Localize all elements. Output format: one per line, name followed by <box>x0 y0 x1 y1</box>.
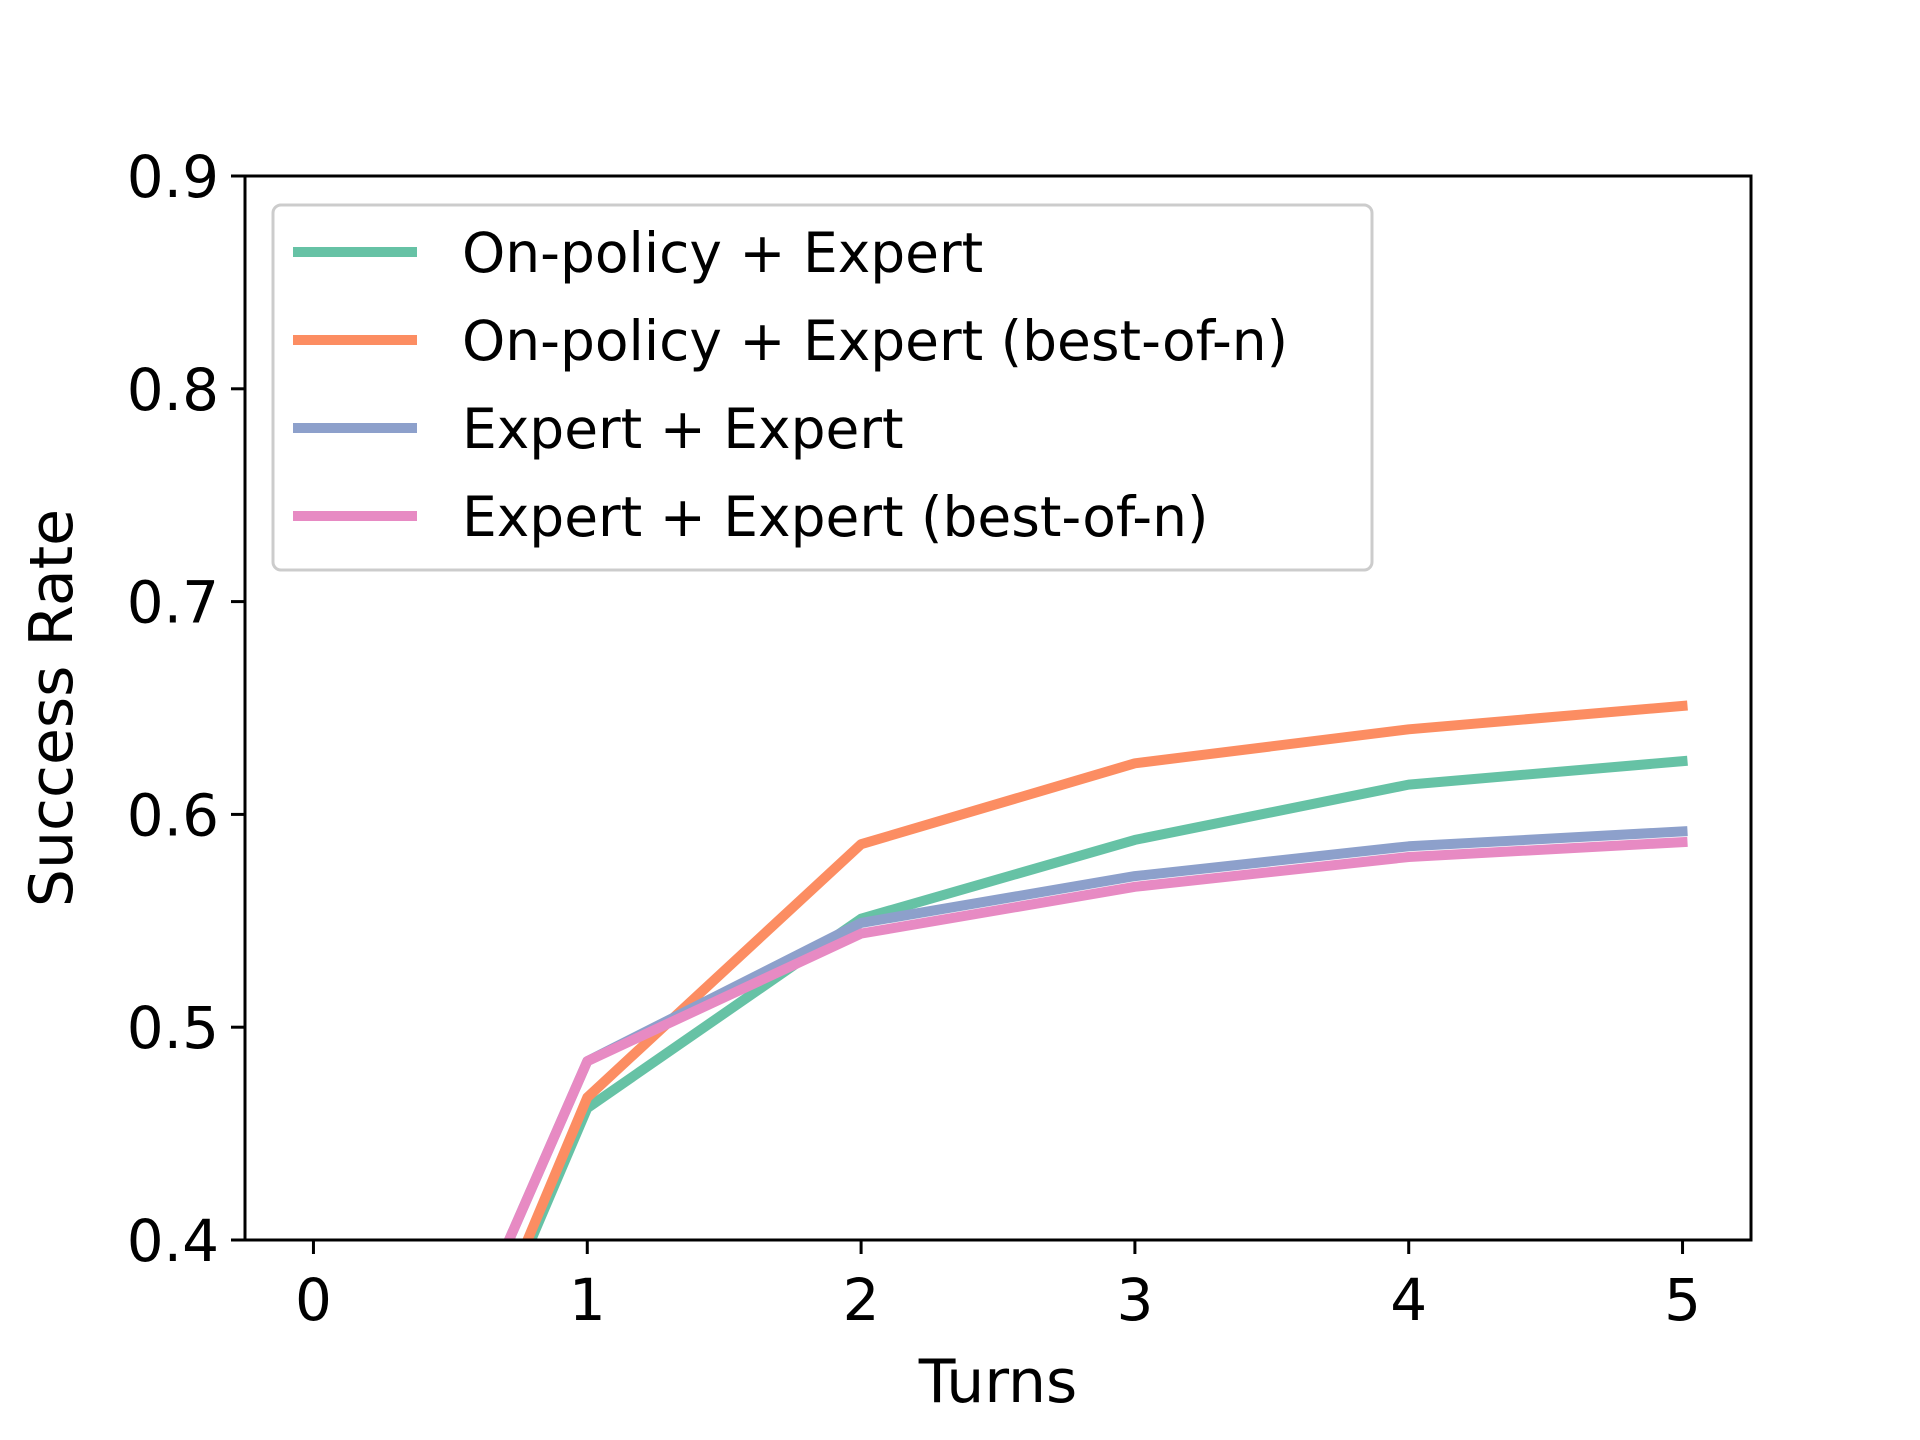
x-tick-label: 5 <box>1664 1266 1701 1334</box>
legend-label: On-policy + Expert (best-of-n) <box>462 309 1288 373</box>
series-line-1 <box>525 755 1688 1240</box>
y-tick-label: 0.9 <box>127 143 219 211</box>
x-axis: 0 1 2 3 4 5 <box>295 1240 1701 1334</box>
legend-label: Expert + Expert (best-of-n) <box>462 485 1208 549</box>
x-tick-label: 2 <box>843 1266 880 1334</box>
legend: On-policy + Expert On-policy + Expert (be… <box>271 203 1374 572</box>
y-tick-label: 0.8 <box>127 356 219 424</box>
x-tick-label: 0 <box>295 1266 332 1334</box>
y-tick-label: 0.4 <box>127 1207 219 1275</box>
y-tick-label: 0.6 <box>127 781 219 849</box>
y-tick-label: 0.5 <box>127 994 219 1062</box>
legend-box <box>271 203 1374 572</box>
y-axis: 0.4 0.5 0.6 0.7 0.8 0.9 <box>127 143 245 1275</box>
x-tick-label: 3 <box>1116 1266 1153 1334</box>
legend-label: On-policy + Expert <box>462 221 983 285</box>
x-axis-label: Turns <box>918 1347 1077 1417</box>
x-tick-label: 4 <box>1390 1266 1427 1334</box>
y-axis-label: Success Rate <box>17 509 87 907</box>
y-tick-label: 0.7 <box>127 569 219 637</box>
legend-label: Expert + Expert <box>462 397 904 461</box>
series-line-2 <box>522 700 1688 1240</box>
series-line-4 <box>503 836 1688 1240</box>
series-lines <box>503 700 1688 1240</box>
plot-frame <box>243 174 1753 1242</box>
x-tick-label: 1 <box>569 1266 606 1334</box>
